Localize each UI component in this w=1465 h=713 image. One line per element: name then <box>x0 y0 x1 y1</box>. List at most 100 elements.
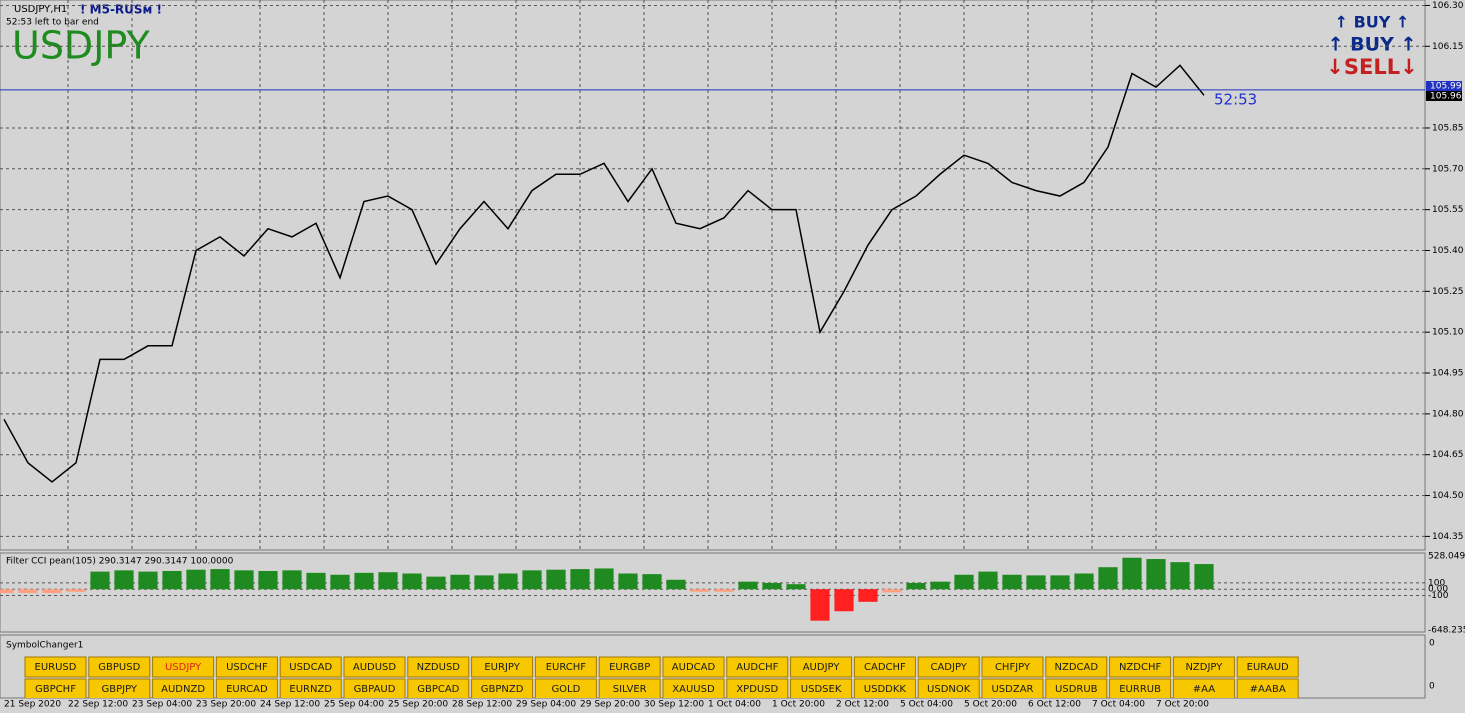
symbol-button-label[interactable]: AUDCHF <box>736 662 778 673</box>
symbol-button[interactable] <box>343 678 406 699</box>
symbol-button-label[interactable]: #AABA <box>1250 684 1286 695</box>
symbol-button-label[interactable]: EURJPY <box>484 662 520 673</box>
buy-button[interactable]: ↑ BUY ↑ <box>1335 13 1410 32</box>
cci-bar <box>690 589 710 592</box>
x-tick-label: 25 Sep 04:00 <box>324 700 384 710</box>
symbol-button[interactable] <box>790 656 853 678</box>
symbol-button-label[interactable]: GBPCHF <box>35 684 76 695</box>
symbol-button[interactable] <box>981 656 1044 678</box>
symbol-button[interactable] <box>534 656 597 678</box>
sell-button[interactable]: ↓SELL↓ <box>1326 55 1417 79</box>
symbol-button[interactable] <box>726 656 789 678</box>
symbol-button[interactable] <box>534 678 597 699</box>
symbol-button-label[interactable]: USDSEK <box>801 684 842 695</box>
symbol-button-label[interactable]: AUDNZD <box>161 684 205 695</box>
symbol-button-label[interactable]: AUDCAD <box>672 662 716 673</box>
symbol-button[interactable] <box>598 656 661 678</box>
symbol-button[interactable] <box>471 656 534 678</box>
symbol-button[interactable] <box>726 678 789 699</box>
symbol-button[interactable] <box>1236 656 1299 678</box>
symbol-button-label[interactable]: #AA <box>1193 684 1215 695</box>
symbol-button-label[interactable]: EURCHF <box>546 662 587 673</box>
symbol-button[interactable] <box>215 678 278 699</box>
symbol-button-label[interactable]: XPDUSD <box>736 684 778 695</box>
symbol-button[interactable] <box>662 656 725 678</box>
symbol-button[interactable] <box>88 656 151 678</box>
symbol-button-label[interactable]: GBPNZD <box>481 684 524 695</box>
symbol-button-label[interactable]: GOLD <box>551 684 580 695</box>
symbol-button-label[interactable]: NZDUSD <box>417 662 461 673</box>
x-tick-label: 21 Sep 2020 <box>4 700 61 710</box>
symbol-button[interactable] <box>1236 678 1299 699</box>
symbol-button[interactable] <box>1172 656 1235 678</box>
symbol-button-label[interactable]: USDJPY <box>165 662 202 673</box>
symbol-button[interactable] <box>279 656 342 678</box>
symbol-button-label[interactable]: CHFJPY <box>995 662 1031 673</box>
symbol-button-label[interactable]: USDDKK <box>864 684 907 695</box>
cci-bar <box>1146 559 1166 590</box>
symbol-button-label[interactable]: EURUSD <box>35 662 77 673</box>
cci-bar <box>426 576 446 590</box>
symbol-button-label[interactable]: USDCAD <box>289 662 332 673</box>
symbol-button-label[interactable]: AUDUSD <box>353 662 397 673</box>
symbol-button-label[interactable]: EURAUD <box>1247 662 1289 673</box>
symbol-button[interactable] <box>598 678 661 699</box>
symbol-button[interactable] <box>407 678 470 699</box>
symbol-button-label[interactable]: GBPCAD <box>417 684 459 695</box>
symbol-button-label[interactable]: XAUUSD <box>672 684 715 695</box>
cci-bar <box>1170 562 1190 590</box>
cci-bar <box>402 573 422 590</box>
symbol-button-label[interactable]: EURRUB <box>1119 684 1161 695</box>
symbol-button[interactable] <box>790 678 853 699</box>
cci-label: Filter CCI pean(105) 290.3147 290.3147 1… <box>6 557 234 567</box>
symbol-button[interactable] <box>853 678 916 699</box>
symbol-button[interactable] <box>88 678 151 699</box>
buy-button[interactable]: ↑ BUY ↑ <box>1328 34 1417 56</box>
symbol-button-label[interactable]: NZDCHF <box>1119 662 1162 673</box>
symbol-button[interactable] <box>279 678 342 699</box>
symbol-button[interactable] <box>24 678 87 699</box>
symbol-button-label[interactable]: NZDJPY <box>1185 662 1223 673</box>
symbol-button[interactable] <box>471 678 534 699</box>
y-tick-label: 104.95 <box>1432 369 1464 379</box>
symbol-button-label[interactable]: SILVER <box>613 684 647 695</box>
cci-bar <box>522 570 542 590</box>
symbol-button-label[interactable]: USDNOK <box>927 684 971 695</box>
symbol-button-label[interactable]: GBPJPY <box>102 684 138 695</box>
symbol-button-label[interactable]: GBPUSD <box>98 662 140 673</box>
panel-axis-label: 0 <box>1429 639 1435 649</box>
symbol-button-label[interactable]: AUDJPY <box>803 662 841 673</box>
symbol-button[interactable] <box>1109 656 1172 678</box>
symbol-button[interactable] <box>152 656 215 678</box>
symbol-button-label[interactable]: CADCHF <box>864 662 906 673</box>
symbol-button-label[interactable]: EURGBP <box>609 662 650 673</box>
cci-bar <box>1098 567 1118 590</box>
symbol-button[interactable] <box>1045 656 1108 678</box>
symbol-button[interactable] <box>981 678 1044 699</box>
cci-bar <box>1050 575 1070 590</box>
symbol-button[interactable] <box>215 656 278 678</box>
symbol-button-label[interactable]: NZDCAD <box>1055 662 1099 673</box>
symbol-button[interactable] <box>1045 678 1108 699</box>
symbol-button[interactable] <box>917 656 980 678</box>
symbol-button[interactable] <box>1109 678 1172 699</box>
symbol-button[interactable] <box>662 678 725 699</box>
symbol-button[interactable] <box>853 656 916 678</box>
symbol-button[interactable] <box>152 678 215 699</box>
symbol-button-label[interactable]: GBPAUD <box>354 684 396 695</box>
symbol-button[interactable] <box>24 656 87 678</box>
symbol-button-label[interactable]: USDCHF <box>226 662 268 673</box>
symbol-button-label[interactable]: EURCAD <box>226 684 268 695</box>
symbol-button[interactable] <box>343 656 406 678</box>
countdown: 52:53 left to bar end <box>6 18 99 28</box>
big-symbol: USDJPY <box>12 24 150 68</box>
symbol-button-label[interactable]: USDZAR <box>991 684 1033 695</box>
cci-bar <box>210 569 230 590</box>
symbol-button[interactable] <box>917 678 980 699</box>
symbol-button[interactable] <box>407 656 470 678</box>
symbol-button-label[interactable]: EURNZD <box>289 684 332 695</box>
cci-bar <box>570 569 590 590</box>
symbol-button[interactable] <box>1172 678 1235 699</box>
symbol-button-label[interactable]: CADJPY <box>930 662 967 673</box>
symbol-button-label[interactable]: USDRUB <box>1055 684 1098 695</box>
